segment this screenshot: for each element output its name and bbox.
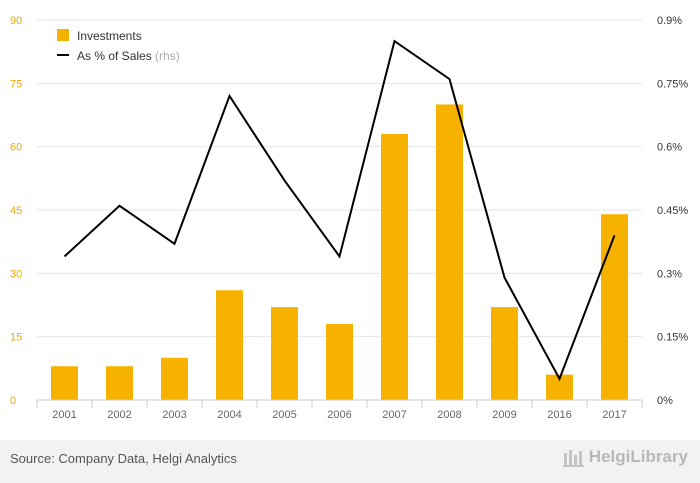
y2-tick-label: 0.3% [657, 268, 682, 280]
legend: Investments As % of Sales (rhs) [57, 29, 180, 63]
legend-rhs-note: (rhs) [155, 49, 180, 63]
x-tick-label: 2003 [162, 409, 186, 421]
y-tick-label: 45 [10, 205, 22, 217]
x-axis: 2001 2002 2003 2004 2005 2006 2007 2008 2009 2016… [36, 399, 643, 421]
source-label: Source: Company Data, Helgi Analytics [10, 451, 237, 466]
y-tick-label: 75 [10, 78, 22, 90]
bar [51, 366, 78, 400]
x-tick-label: 2004 [217, 409, 241, 421]
x-tick-label: 2008 [437, 409, 461, 421]
y2-tick-label: 0.6% [657, 142, 682, 154]
x-tick-label: 2002 [107, 409, 131, 421]
y2-tick-label: 0.75% [657, 78, 688, 90]
x-tick-label: 2009 [492, 409, 516, 421]
footer-band [0, 440, 700, 483]
y-tick-label: 15 [10, 332, 22, 344]
bar [271, 307, 298, 400]
brand-link[interactable]: HelgiLibrary [562, 447, 688, 467]
bar [381, 134, 408, 400]
grid-layer [37, 19, 642, 401]
right-axis: 0% 0.15% 0.3% 0.45% 0.6% 0.75% 0.9% [657, 15, 688, 407]
bar [326, 324, 353, 400]
y2-tick-label: 0.15% [657, 332, 688, 344]
bar [161, 357, 188, 400]
x-tick-label: 2017 [602, 409, 626, 421]
library-logo-icon [562, 450, 584, 467]
y2-tick-label: 0% [657, 395, 673, 407]
bars-layer [51, 104, 628, 400]
line-layer [63, 39, 616, 382]
bar [106, 366, 133, 400]
y2-tick-label: 0.45% [657, 205, 688, 217]
bar [491, 307, 518, 400]
brand-label: HelgiLibrary [588, 447, 688, 466]
legend-bar-swatch [57, 29, 69, 41]
x-tick-label: 2016 [547, 409, 571, 421]
x-tick-label: 2001 [52, 409, 76, 421]
x-tick-label: 2007 [382, 409, 406, 421]
y-tick-label: 90 [10, 15, 22, 27]
legend-investments-label: Investments [77, 29, 142, 43]
y-tick-label: 0 [10, 395, 16, 407]
x-tick-label: 2005 [272, 409, 296, 421]
y-tick-label: 60 [10, 142, 22, 154]
bar [436, 104, 463, 400]
legend-sales-name: As % of Sales [77, 49, 152, 63]
y2-tick-label: 0.9% [657, 15, 682, 27]
y-tick-label: 30 [10, 268, 22, 280]
x-tick-label: 2006 [327, 409, 351, 421]
bar [601, 214, 628, 400]
left-axis: 0 15 30 45 60 75 90 [10, 15, 22, 407]
legend-sales-label: As % of Sales (rhs) [77, 49, 180, 63]
bar [216, 290, 243, 400]
